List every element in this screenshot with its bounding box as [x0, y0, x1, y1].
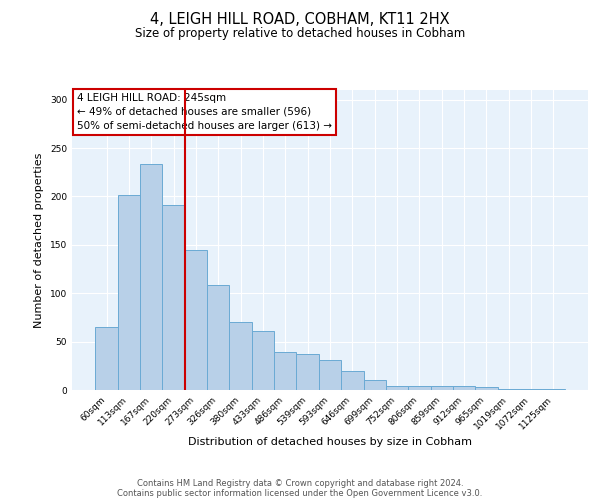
- Y-axis label: Number of detached properties: Number of detached properties: [34, 152, 44, 328]
- Bar: [408, 386, 431, 390]
- Text: 4, LEIGH HILL ROAD, COBHAM, KT11 2HX: 4, LEIGH HILL ROAD, COBHAM, KT11 2HX: [150, 12, 450, 28]
- Text: Size of property relative to detached houses in Cobham: Size of property relative to detached ho…: [135, 28, 465, 40]
- Bar: [364, 380, 386, 390]
- Bar: [296, 354, 319, 390]
- Bar: [542, 389, 565, 390]
- Bar: [252, 331, 274, 390]
- Bar: [386, 386, 408, 390]
- Text: 4 LEIGH HILL ROAD: 245sqm
← 49% of detached houses are smaller (596)
50% of semi: 4 LEIGH HILL ROAD: 245sqm ← 49% of detac…: [77, 93, 332, 131]
- X-axis label: Distribution of detached houses by size in Cobham: Distribution of detached houses by size …: [188, 436, 472, 446]
- Bar: [207, 286, 229, 390]
- Bar: [341, 370, 364, 390]
- Bar: [163, 205, 185, 390]
- Bar: [520, 389, 542, 390]
- Bar: [319, 360, 341, 390]
- Bar: [185, 250, 207, 390]
- Bar: [140, 164, 163, 390]
- Bar: [431, 386, 453, 390]
- Bar: [497, 389, 520, 390]
- Bar: [453, 386, 475, 390]
- Text: Contains HM Land Registry data © Crown copyright and database right 2024.: Contains HM Land Registry data © Crown c…: [137, 478, 463, 488]
- Bar: [274, 352, 296, 390]
- Bar: [229, 322, 252, 390]
- Bar: [475, 387, 497, 390]
- Bar: [95, 327, 118, 390]
- Bar: [118, 194, 140, 390]
- Text: Contains public sector information licensed under the Open Government Licence v3: Contains public sector information licen…: [118, 488, 482, 498]
